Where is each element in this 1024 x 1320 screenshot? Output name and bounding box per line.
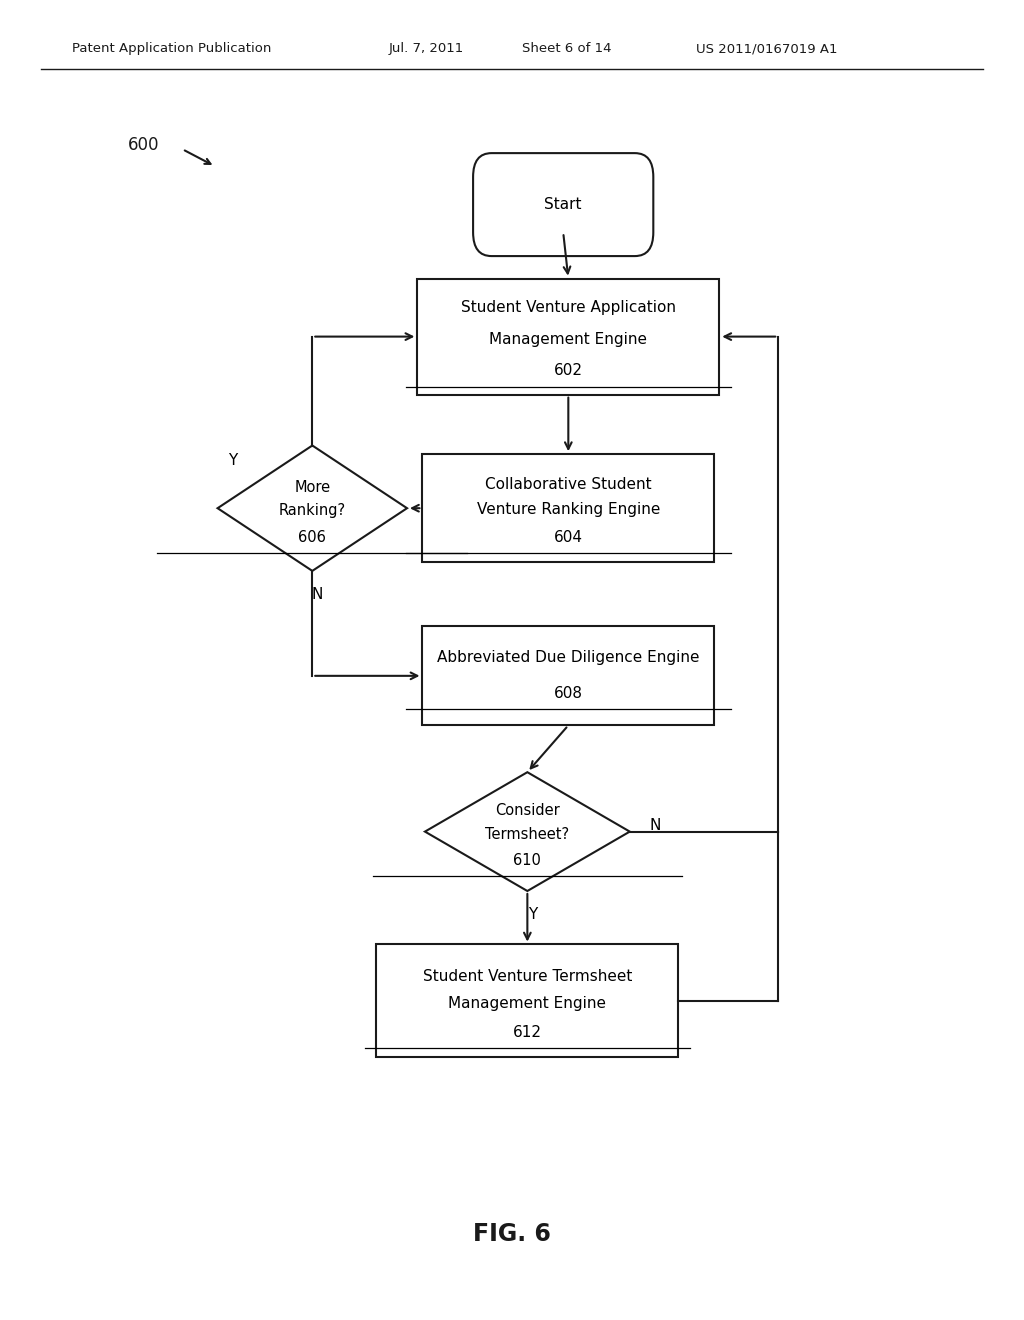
Text: Ranking?: Ranking? — [279, 503, 346, 519]
Text: 608: 608 — [554, 685, 583, 701]
Polygon shape — [425, 772, 630, 891]
Text: FIG. 6: FIG. 6 — [473, 1222, 551, 1246]
Text: Patent Application Publication: Patent Application Publication — [72, 42, 271, 55]
Text: Management Engine: Management Engine — [489, 331, 647, 347]
Text: Start: Start — [545, 197, 582, 213]
Text: Y: Y — [527, 907, 538, 923]
Text: 602: 602 — [554, 363, 583, 379]
Text: 604: 604 — [554, 529, 583, 545]
Polygon shape — [217, 446, 407, 570]
Text: US 2011/0167019 A1: US 2011/0167019 A1 — [696, 42, 838, 55]
Bar — [423, 454, 715, 562]
Text: Venture Ranking Engine: Venture Ranking Engine — [476, 502, 660, 517]
Text: Jul. 7, 2011: Jul. 7, 2011 — [389, 42, 464, 55]
Text: Abbreviated Due Diligence Engine: Abbreviated Due Diligence Engine — [437, 649, 699, 665]
Text: 610: 610 — [513, 853, 542, 869]
Bar — [418, 279, 720, 395]
Text: N: N — [649, 817, 662, 833]
Bar — [423, 627, 715, 726]
Text: Management Engine: Management Engine — [449, 995, 606, 1011]
Text: Collaborative Student: Collaborative Student — [485, 477, 651, 492]
Text: 606: 606 — [298, 529, 327, 545]
Text: 600: 600 — [128, 136, 160, 154]
Text: Student Venture Application: Student Venture Application — [461, 300, 676, 315]
Text: Consider: Consider — [495, 803, 560, 818]
Text: N: N — [311, 587, 324, 602]
Text: More: More — [294, 479, 331, 495]
Bar — [377, 945, 679, 1056]
Text: Y: Y — [228, 453, 238, 469]
Text: 612: 612 — [513, 1024, 542, 1040]
Text: Termsheet?: Termsheet? — [485, 826, 569, 842]
Text: Sheet 6 of 14: Sheet 6 of 14 — [522, 42, 611, 55]
FancyBboxPatch shape — [473, 153, 653, 256]
Text: Student Venture Termsheet: Student Venture Termsheet — [423, 969, 632, 985]
